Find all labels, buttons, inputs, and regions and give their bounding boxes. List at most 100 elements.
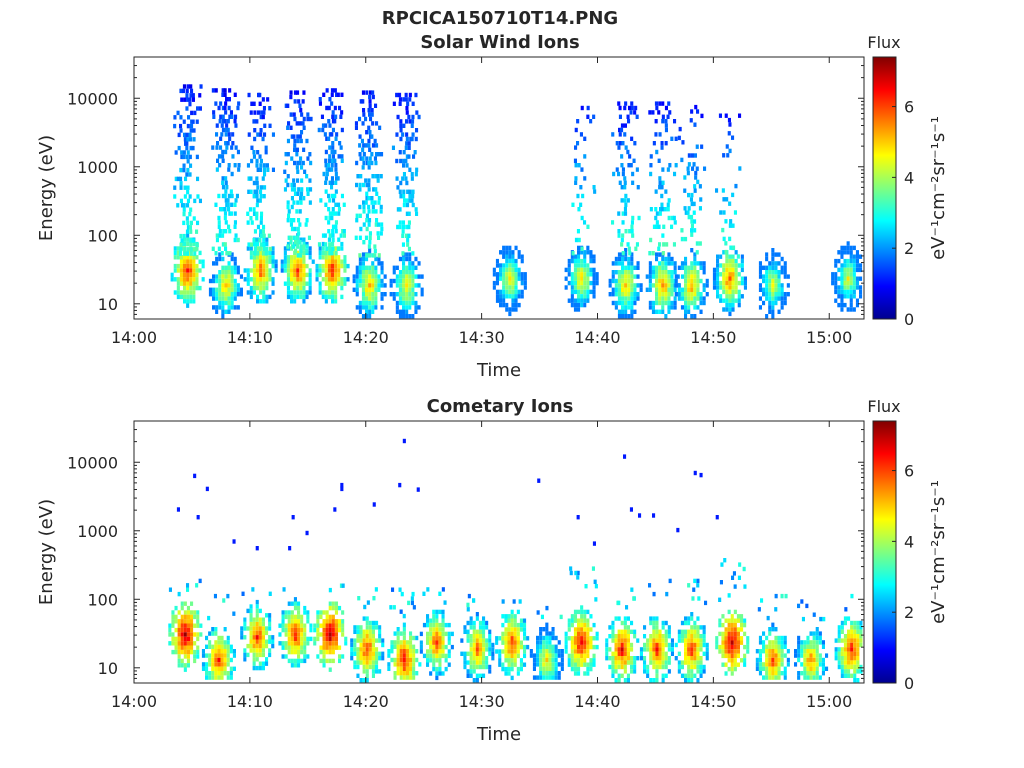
- heatmap-cell: [399, 194, 403, 199]
- heatmap-cell: [362, 209, 366, 214]
- heatmap-cell: [318, 250, 322, 256]
- heatmap-cell: [621, 270, 625, 275]
- heatmap-cell: [727, 609, 731, 615]
- heatmap-cell: [321, 263, 325, 269]
- heatmap-cell: [361, 270, 365, 275]
- heatmap-cell: [367, 138, 371, 144]
- heatmap-cell: [825, 666, 829, 671]
- heatmap-cell: [252, 119, 256, 124]
- heatmap-cell: [182, 150, 186, 155]
- heatmap-cell: [392, 101, 396, 106]
- heatmap-cell: [383, 292, 387, 297]
- heatmap-cell: [241, 591, 245, 596]
- heatmap-cell: [173, 194, 177, 199]
- heatmap-cell: [271, 290, 275, 295]
- heatmap-cell: [414, 265, 418, 270]
- heatmap-cell: [229, 189, 233, 194]
- heatmap-cell: [182, 163, 186, 168]
- heatmap-cell: [419, 640, 423, 645]
- heatmap-cell: [362, 160, 366, 166]
- heatmap-cell: [658, 265, 662, 270]
- heatmap-cell: [488, 651, 492, 656]
- heatmap-cell: [218, 287, 222, 292]
- heatmap-cell: [371, 669, 375, 674]
- heatmap-cell: [491, 651, 495, 656]
- heatmap-cell: [695, 144, 699, 149]
- heatmap-cell: [441, 622, 445, 628]
- heatmap-cell: [403, 198, 407, 203]
- heatmap-cell: [859, 625, 863, 630]
- heatmap-cell: [794, 662, 798, 667]
- heatmap-cell: [777, 270, 781, 275]
- heatmap-cell: [664, 274, 668, 279]
- heatmap-cell: [670, 642, 674, 648]
- heatmap-cell: [252, 272, 256, 278]
- heatmap-cell: [847, 634, 851, 639]
- heatmap-cell: [190, 610, 194, 615]
- heatmap-cell: [856, 638, 860, 643]
- heatmap-cell: [840, 638, 844, 643]
- heatmap-cell: [742, 566, 746, 572]
- heatmap-cell: [690, 656, 694, 661]
- heatmap-cell: [443, 600, 447, 605]
- heatmap-cell: [693, 283, 697, 288]
- heatmap-cell: [300, 645, 304, 650]
- heatmap-cell: [680, 157, 684, 163]
- heatmap-cell: [667, 274, 671, 279]
- heatmap-cell: [190, 649, 194, 655]
- heatmap-cell: [677, 660, 681, 665]
- heatmap-cell: [195, 272, 199, 278]
- heatmap-cell: [414, 292, 418, 297]
- heatmap-cell: [655, 256, 659, 262]
- heatmap-cell: [368, 651, 372, 656]
- heatmap-cell: [670, 287, 674, 292]
- heatmap-cell: [690, 153, 694, 158]
- heatmap-cell: [812, 662, 816, 667]
- heatmap-cell: [412, 675, 416, 680]
- heatmap-cell: [469, 651, 473, 656]
- heatmap-cell: [577, 298, 581, 303]
- heatmap-cell: [699, 472, 703, 478]
- heatmap-cell: [667, 309, 671, 314]
- heatmap-cell: [368, 283, 372, 288]
- heatmap-cell: [371, 647, 375, 652]
- heatmap-cell: [225, 185, 229, 190]
- heatmap-cell: [308, 200, 312, 205]
- heatmap-cell: [221, 287, 225, 292]
- heatmap-cell: [402, 172, 406, 177]
- heatmap-cell: [586, 649, 590, 654]
- cometary-panel: Cometary Ions 14:00 14:10 14:20 14:30 14:40 1…: [36, 396, 949, 745]
- heatmap-cell: [328, 645, 332, 650]
- heatmap-cell: [190, 641, 194, 646]
- heatmap-cell: [508, 311, 512, 317]
- heatmap-cell: [667, 296, 671, 301]
- heatmap-cell: [179, 233, 183, 239]
- heatmap-cell: [302, 259, 306, 264]
- heatmap-cell: [365, 196, 369, 201]
- heatmap-cell: [339, 583, 343, 588]
- heatmap-cell: [859, 267, 863, 273]
- heatmap-cell: [623, 678, 627, 683]
- heatmap-cell: [186, 299, 190, 304]
- heatmap-cell: [670, 300, 674, 306]
- heatmap-cell: [692, 162, 696, 167]
- heatmap-cell: [284, 160, 288, 166]
- heatmap-cell: [654, 215, 658, 221]
- heatmap-cell: [806, 662, 810, 667]
- heatmap-cell: [228, 251, 232, 256]
- heatmap-cell: [297, 623, 301, 628]
- heatmap-cell: [352, 278, 356, 284]
- heatmap-cell: [255, 652, 259, 658]
- heatmap-cell: [643, 664, 647, 670]
- heatmap-cell: [176, 176, 180, 182]
- heatmap-cell: [783, 296, 787, 301]
- heatmap-cell: [306, 116, 310, 122]
- heatmap-cell: [724, 662, 728, 667]
- heatmap-cell: [696, 656, 700, 661]
- heatmap-cell: [513, 614, 517, 619]
- heatmap-cell: [702, 638, 706, 643]
- heatmap-cell: [221, 274, 225, 279]
- heatmap-cell: [343, 281, 347, 286]
- heatmap-cell: [633, 300, 637, 306]
- heatmap-cell: [297, 231, 301, 236]
